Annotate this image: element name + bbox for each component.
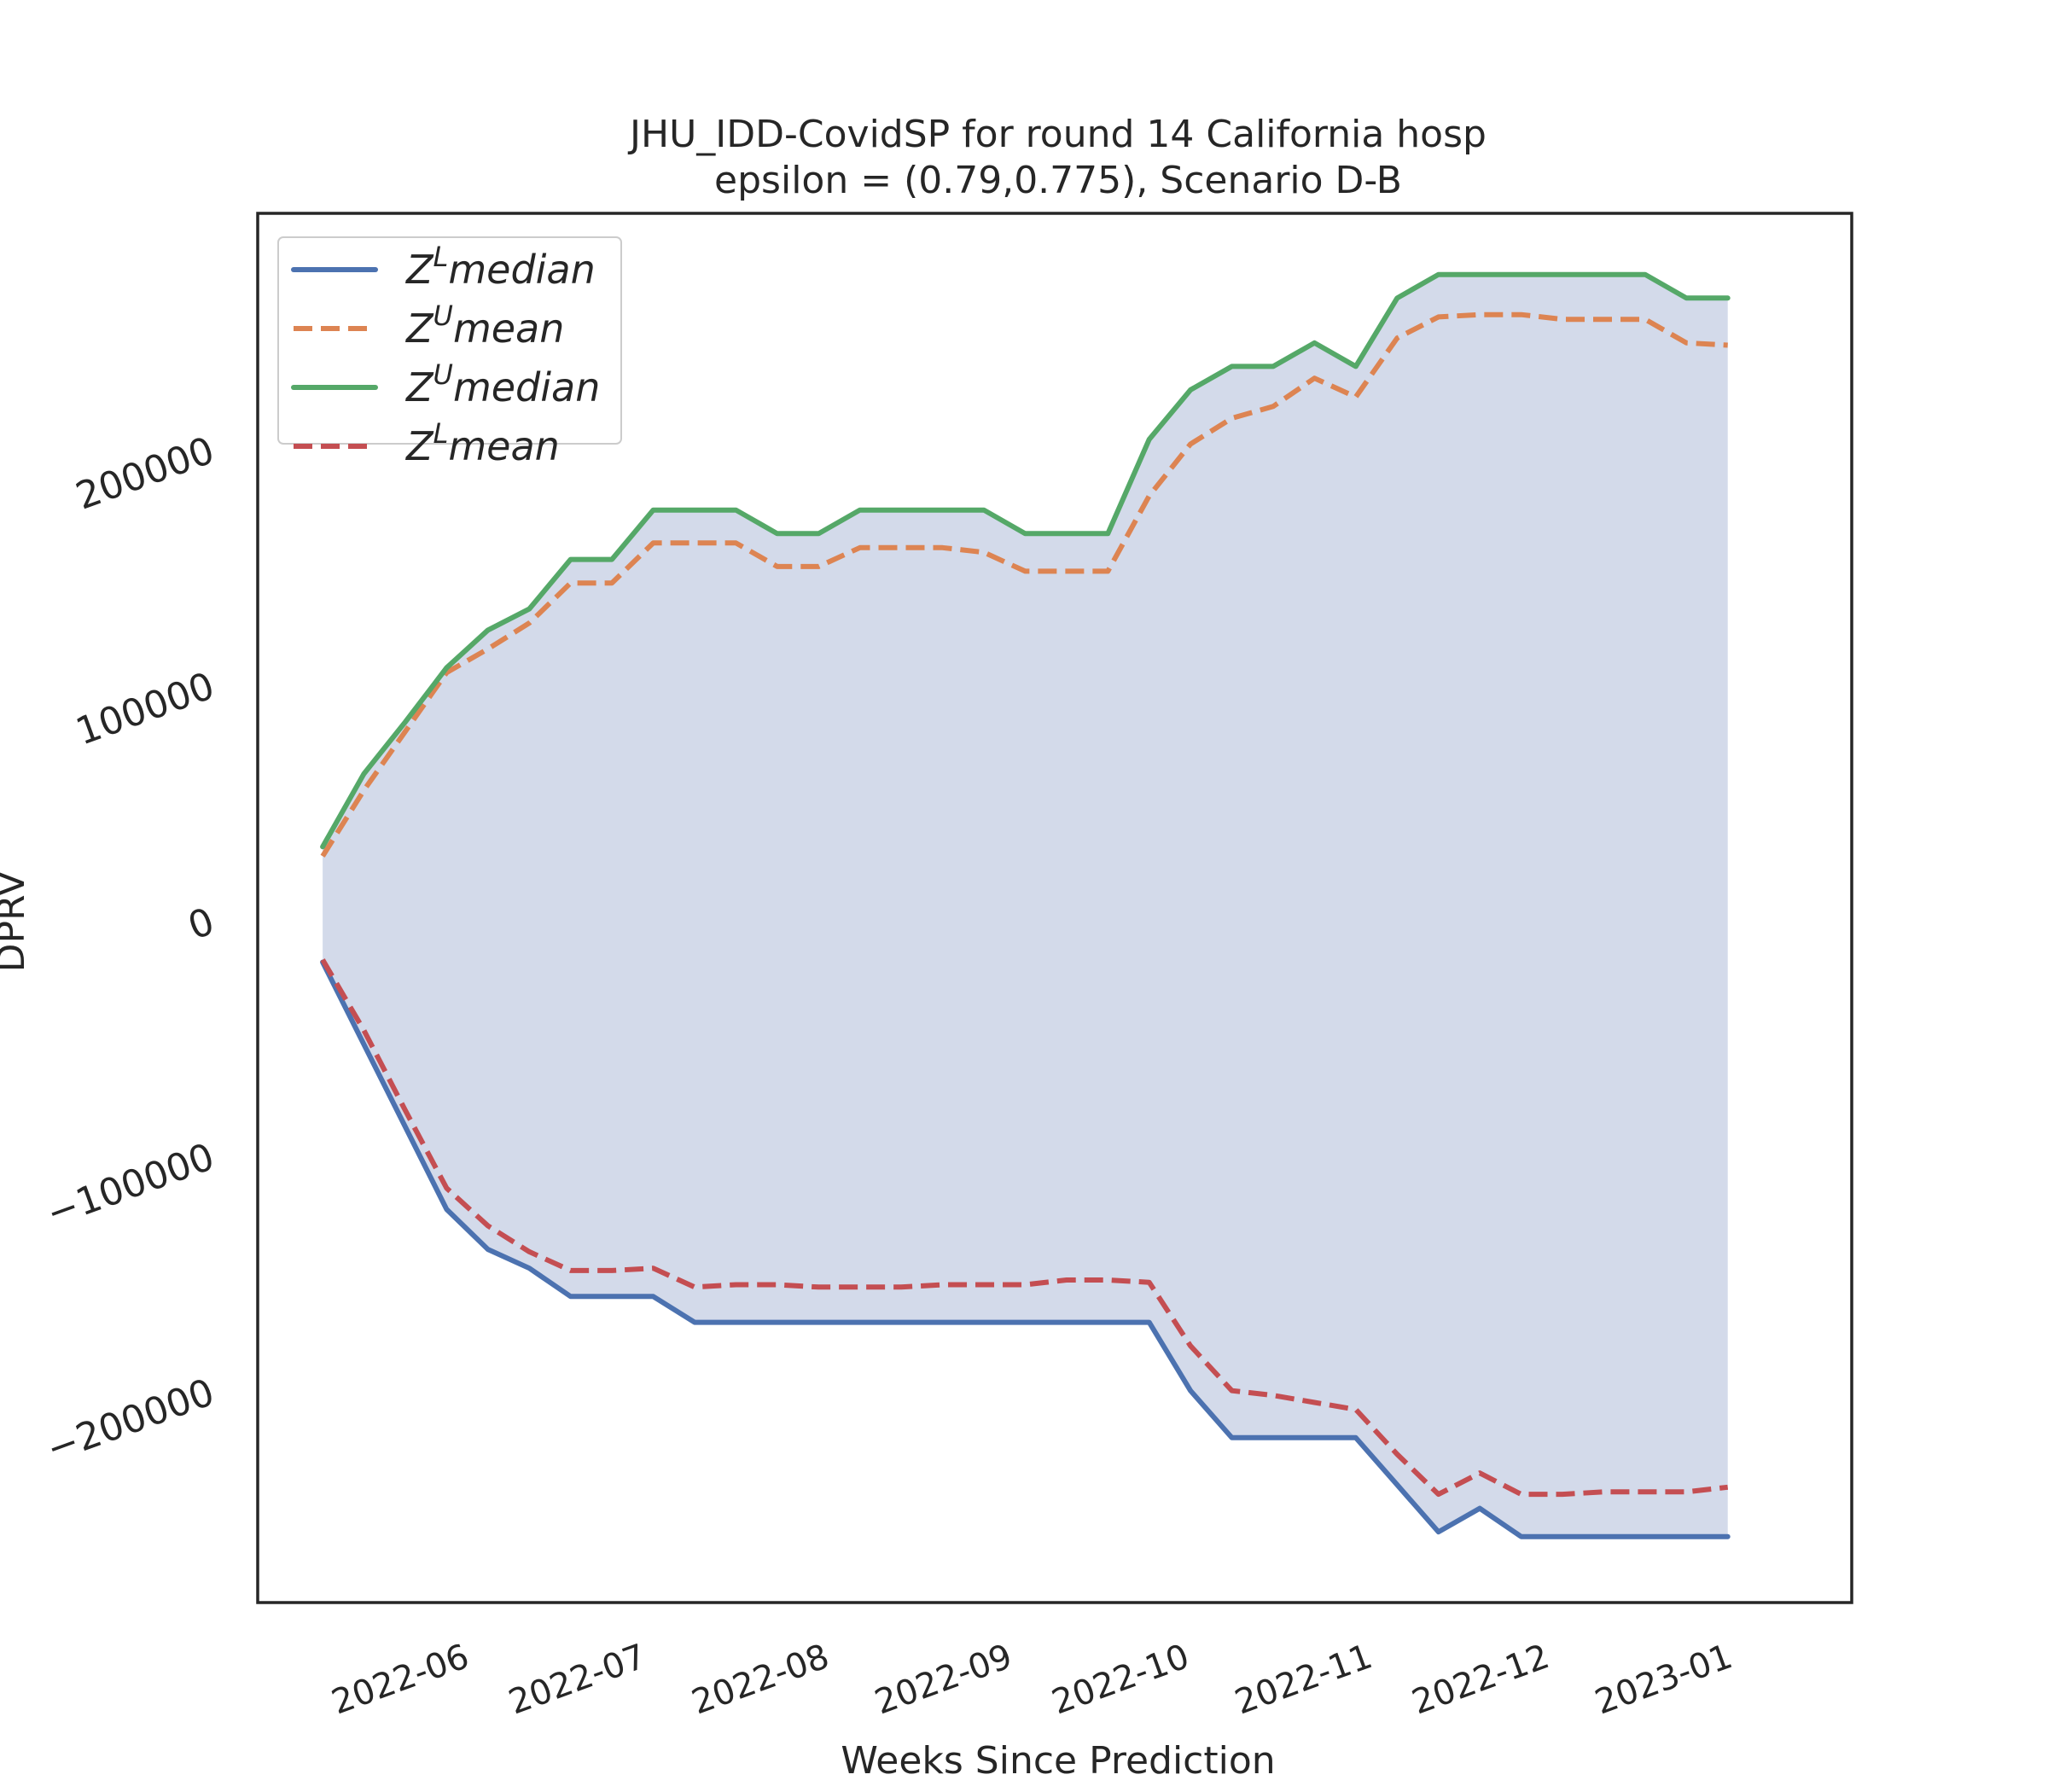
legend-label: ZLmean — [404, 417, 560, 469]
series-line-1 — [320, 959, 1731, 1539]
y-axis-label: DPRV — [0, 871, 33, 973]
chart-title: JHU_IDD-CovidSP for round 14 California … — [627, 113, 1487, 156]
x-tick-label: 2022-06 — [327, 1637, 474, 1722]
x-tick-label: 2022-11 — [1230, 1637, 1377, 1722]
y-tick-label: −100000 — [41, 1135, 220, 1236]
x-tick-label: 2023-01 — [1590, 1637, 1737, 1722]
confidence-band — [323, 274, 1728, 1537]
y-tick-labels: −200000 −100000 0 100000 200000 — [41, 428, 220, 1471]
x-tick-label: 2022-08 — [687, 1637, 835, 1722]
x-tick-label: 2022-10 — [1047, 1637, 1195, 1722]
legend-box — [277, 236, 622, 445]
legend-label: ZUmedian — [404, 358, 600, 410]
x-tick-labels: 2022-06 2022-07 2022-08 2022-09 2022-10 2022-… — [327, 1637, 1737, 1722]
series-line-2 — [320, 311, 1728, 858]
plot-frame — [256, 212, 1853, 1604]
x-axis-label: Weeks Since Prediction — [841, 1739, 1275, 1783]
y-tick-label: 200000 — [70, 428, 219, 518]
series-group — [320, 271, 1731, 1539]
legend-label: ZUmean — [404, 300, 564, 352]
y-tick-label: −200000 — [41, 1370, 220, 1471]
series-line-4 — [320, 958, 1729, 1498]
legend-label: ZLmedian — [404, 241, 596, 293]
x-tick-label: 2022-07 — [503, 1637, 651, 1722]
series-line-3 — [320, 271, 1731, 850]
chart-subtitle: epsilon = (0.79,0.775), Scenario D-B — [714, 159, 1402, 202]
y-tick-label: 100000 — [70, 664, 219, 753]
x-tick-label: 2022-12 — [1407, 1637, 1555, 1722]
x-tick-label: 2022-09 — [870, 1637, 1017, 1722]
legend: ZLmedian ZUmean ZUmedian ZLmean — [277, 236, 622, 469]
y-tick-label: 0 — [183, 899, 220, 949]
